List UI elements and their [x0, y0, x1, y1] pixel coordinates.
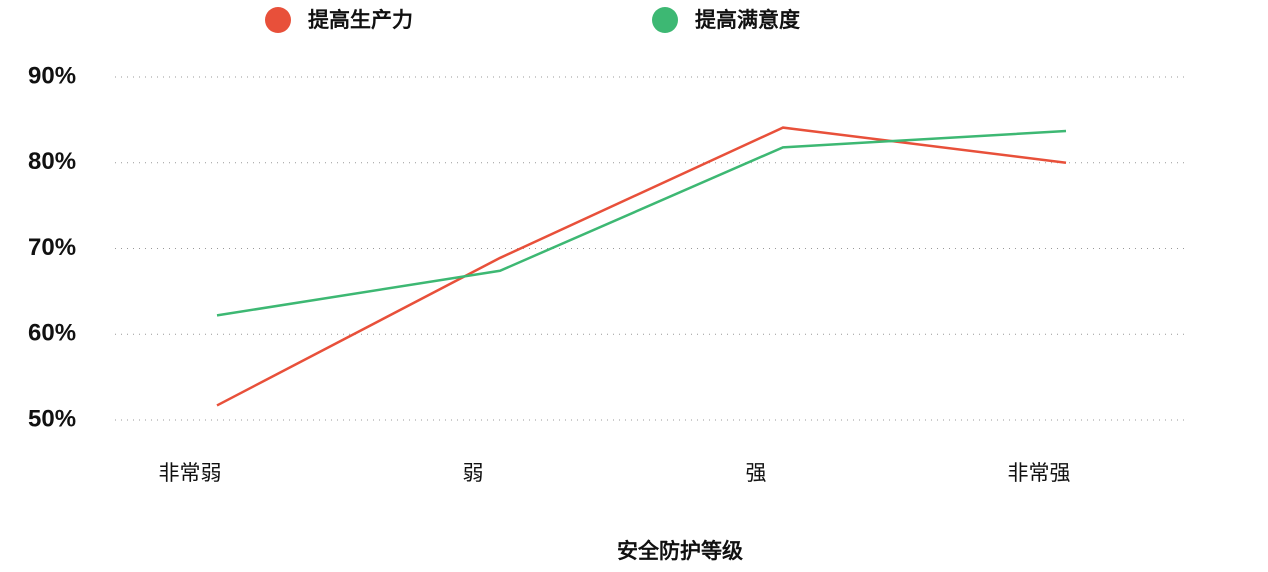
x-tick-label: 弱 [463, 461, 484, 485]
x-tick-label: 强 [746, 461, 767, 485]
legend-label: 提高满意度 [695, 8, 800, 32]
x-axis-title: 安全防护等级 [617, 539, 743, 563]
legend-marker [652, 7, 678, 33]
y-tick-label: 80% [28, 148, 76, 175]
y-tick-label: 50% [28, 405, 76, 432]
y-tick-label: 90% [28, 62, 76, 89]
legend-marker [265, 7, 291, 33]
y-tick-label: 70% [28, 234, 76, 261]
x-tick-label: 非常弱 [159, 461, 222, 485]
legend-label: 提高生产力 [308, 8, 413, 32]
x-tick-label: 非常强 [1008, 461, 1071, 485]
y-tick-label: 60% [28, 320, 76, 347]
series-line [216, 126, 1067, 407]
series-line [216, 129, 1067, 317]
